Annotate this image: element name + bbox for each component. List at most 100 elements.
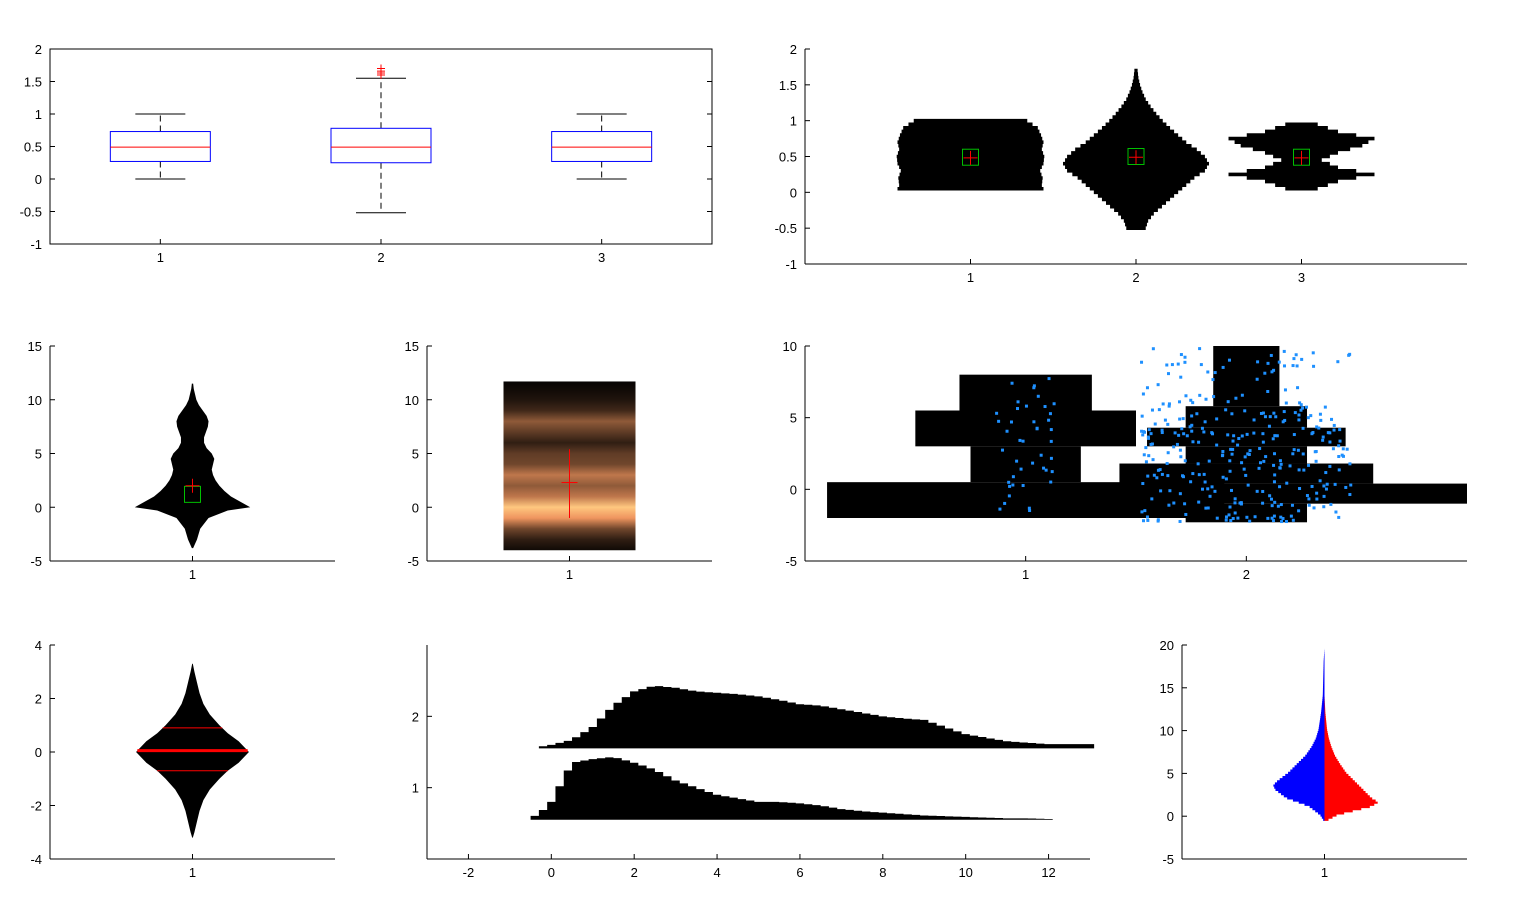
data-point [1155, 476, 1159, 480]
data-point [1311, 351, 1315, 355]
data-point [1027, 506, 1031, 510]
data-point [1142, 430, 1146, 434]
data-point [1305, 494, 1309, 498]
data-point [1224, 515, 1228, 519]
data-point [1018, 438, 1022, 442]
data-point [1341, 454, 1345, 458]
data-point [1007, 494, 1011, 498]
data-point [1183, 355, 1187, 359]
data-point [1292, 448, 1296, 452]
data-point [995, 411, 999, 415]
data-point [1147, 454, 1151, 458]
data-point [1189, 398, 1193, 402]
data-point [1292, 357, 1296, 361]
data-point [1156, 519, 1160, 523]
data-point [1166, 474, 1170, 478]
data-point [1140, 414, 1144, 418]
data-point [1318, 412, 1322, 416]
data-point [1243, 455, 1247, 459]
panel-kde-violin-quartiles: -4 -2 0 2 4 1 [30, 638, 335, 880]
data-point [1299, 403, 1303, 407]
data-point [1232, 434, 1236, 438]
data-point [1344, 485, 1348, 489]
data-point [1333, 482, 1337, 486]
data-point [1199, 363, 1203, 367]
data-point [1151, 458, 1155, 462]
data-point [1141, 433, 1145, 437]
data-point [1279, 503, 1283, 507]
data-point [1226, 400, 1230, 404]
violin-bin [1213, 346, 1280, 407]
data-point [1297, 413, 1301, 417]
data-point [1322, 494, 1326, 498]
data-point [1191, 401, 1195, 405]
data-point [1145, 386, 1149, 390]
data-point [1163, 418, 1167, 422]
data-point [1315, 425, 1319, 429]
y-tick-label: 2 [35, 42, 42, 57]
y-tick-label: 0 [1167, 809, 1174, 824]
data-point [1167, 503, 1171, 507]
data-point [1269, 497, 1273, 501]
y-tick-label: 1.5 [24, 75, 42, 90]
data-point [1301, 406, 1305, 410]
data-point [1190, 429, 1194, 433]
histogram-body [530, 757, 1053, 820]
violin-right-half [1324, 694, 1378, 824]
data-point [1050, 470, 1054, 474]
data-point [1183, 459, 1187, 463]
y-tick-label: 1.5 [779, 78, 797, 93]
data-point [1028, 509, 1032, 513]
data-point [1237, 436, 1241, 440]
data-point [1233, 497, 1237, 501]
data-point [1185, 434, 1189, 438]
data-point [1178, 400, 1182, 404]
data-point [1049, 456, 1053, 460]
data-point [1178, 519, 1182, 523]
data-point [1181, 474, 1185, 478]
data-point [1236, 443, 1240, 447]
data-point [1153, 422, 1157, 426]
data-point [1330, 417, 1334, 421]
data-point [1341, 447, 1345, 451]
data-point [1166, 372, 1170, 376]
data-point [1281, 420, 1285, 424]
violin-bin [1147, 427, 1346, 447]
data-point [1307, 463, 1311, 467]
y-tick-label: 5 [412, 447, 419, 462]
data-point [1269, 353, 1273, 357]
data-point [1201, 487, 1204, 491]
data-point [1280, 520, 1284, 524]
data-point [1183, 360, 1187, 364]
box [109, 131, 211, 162]
data-point [1172, 501, 1176, 505]
data-point [1261, 411, 1265, 415]
data-point [1336, 360, 1340, 364]
median-marker [1127, 148, 1145, 165]
x-tick-label: 1 [1321, 865, 1328, 880]
data-point [1009, 420, 1013, 424]
y-tick-label: 5 [790, 411, 797, 426]
data-point [1144, 446, 1148, 450]
data-point [1298, 487, 1302, 491]
data-point [1178, 448, 1182, 452]
data-point [1304, 405, 1308, 409]
data-point [1275, 434, 1279, 438]
data-point [1233, 501, 1237, 505]
data-point [1230, 412, 1234, 416]
data-point [1278, 485, 1282, 489]
data-point [1276, 504, 1280, 508]
data-point [1301, 452, 1305, 456]
data-point [1146, 518, 1150, 522]
data-point [1259, 411, 1263, 415]
data-point [1322, 484, 1326, 488]
data-point [1231, 447, 1235, 451]
x-tick-label: 3 [598, 250, 605, 265]
data-point [1283, 388, 1287, 392]
data-point [1170, 363, 1174, 367]
data-point [1239, 502, 1243, 506]
data-point [1206, 370, 1210, 374]
data-point [1197, 473, 1201, 477]
data-point [1229, 519, 1233, 523]
data-point [1048, 412, 1052, 416]
